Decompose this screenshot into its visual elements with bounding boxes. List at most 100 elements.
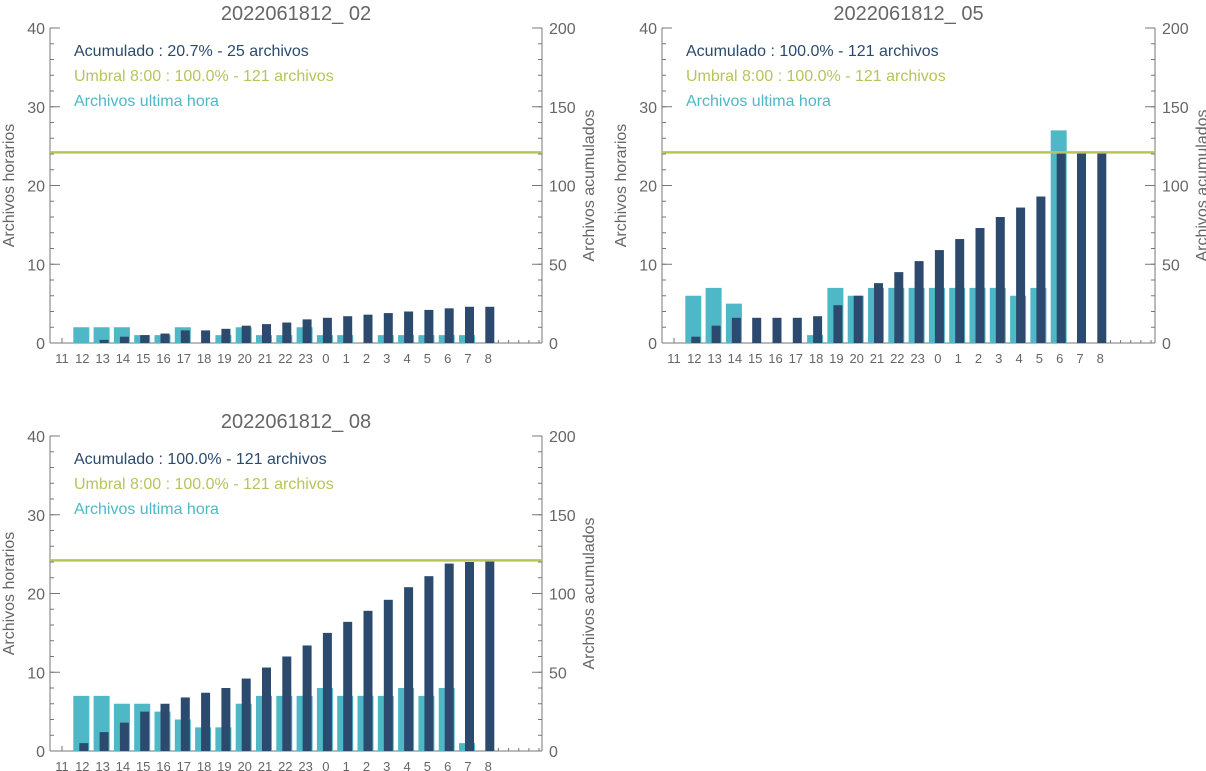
bar-cumulative-0 (322, 632, 332, 751)
x-tick-label: 13 (95, 351, 109, 366)
x-tick-label: 21 (870, 351, 884, 366)
x-tick-label: 12 (687, 351, 701, 366)
x-tick-label: 22 (278, 759, 292, 771)
x-tick-label: 1 (343, 759, 350, 771)
x-tick-label: 0 (322, 351, 329, 366)
x-tick-label: 17 (177, 351, 191, 366)
bar-cumulative-7 (465, 562, 474, 751)
bar-cumulative-21 (874, 283, 883, 343)
x-tick-label: 4 (403, 351, 410, 366)
x-tick-label: 11 (55, 351, 69, 366)
bar-cumulative-20 (241, 325, 251, 343)
y-tick-label-left: 0 (36, 336, 45, 353)
x-tick-label: 19 (217, 759, 231, 771)
legend-acumulado: Acumulado : 20.7% - 25 archivos (74, 43, 309, 60)
x-tick-label: 12 (75, 759, 89, 771)
bar-cumulative-15 (140, 335, 150, 343)
x-tick-label: 23 (298, 759, 312, 771)
bar-cumulative-2 (363, 610, 373, 751)
x-tick-label: 2 (363, 759, 370, 771)
bar-cumulative-4 (1016, 207, 1026, 343)
legend-umbral: Umbral 8:00 : 100.0% - 121 archivos (74, 476, 334, 493)
x-tick-label: 13 (707, 351, 721, 366)
bar-cumulative-14 (119, 336, 129, 343)
bar-cumulative-16 (772, 317, 782, 343)
y-tick-label-left: 0 (36, 744, 45, 761)
bar-cumulative-23 (914, 261, 924, 343)
bar-cumulative-6 (444, 308, 454, 343)
y-tick-label-right: 50 (1162, 257, 1180, 274)
bar-cumulative-3 (995, 217, 1005, 343)
x-tick-label: 2 (363, 351, 370, 366)
y-tick-label-right: 200 (549, 429, 576, 446)
x-tick-label: 15 (748, 351, 762, 366)
x-tick-label: 16 (156, 351, 170, 366)
x-tick-label: 18 (197, 351, 211, 366)
bar-cumulative-21 (262, 324, 271, 343)
y-tick-label-right: 200 (1162, 21, 1189, 38)
x-tick-label: 14 (728, 351, 742, 366)
bar-cumulative-12 (79, 743, 89, 751)
y-tick-label-left: 10 (639, 257, 657, 274)
bar-cumulative-22 (282, 656, 292, 751)
bar-cumulative-17 (792, 317, 802, 343)
y-tick-label-left: 20 (27, 179, 45, 196)
bar-cumulative-5 (424, 576, 434, 751)
chart-title: 2022061812_ 05 (833, 3, 983, 25)
bar-cumulative-16 (160, 703, 170, 751)
legend-acumulado: Acumulado : 100.0% - 121 archivos (74, 451, 327, 468)
y-axis-label-right: Archivos acumulados (581, 109, 598, 261)
bar-cumulative-12 (691, 336, 701, 343)
y-axis-label-left: Archivos horarios (1, 124, 18, 248)
x-tick-label: 15 (136, 351, 150, 366)
x-tick-label: 6 (444, 759, 451, 771)
x-tick-label: 0 (322, 759, 329, 771)
bar-cumulative-18 (813, 316, 823, 343)
bar-cumulative-20 (853, 295, 863, 343)
x-tick-label: 11 (55, 759, 69, 771)
y-tick-label-left: 20 (27, 587, 45, 604)
x-tick-label: 20 (237, 351, 251, 366)
bar-cumulative-2 (363, 314, 373, 343)
y-tick-label-left: 30 (27, 508, 45, 525)
x-tick-label: 1 (955, 351, 962, 366)
bar-cumulative-5 (424, 309, 434, 343)
x-tick-label: 2 (975, 351, 982, 366)
bar-cumulative-15 (140, 711, 150, 751)
x-tick-label: 17 (789, 351, 803, 366)
bar-cumulative-21 (262, 667, 271, 751)
y-tick-label-left: 40 (27, 21, 45, 38)
bar-cumulative-13 (711, 325, 721, 343)
y-axis-label-right: Archivos acumulados (581, 517, 598, 669)
x-tick-label: 8 (485, 759, 492, 771)
x-tick-label: 23 (910, 351, 924, 366)
legend-umbral: Umbral 8:00 : 100.0% - 121 archivos (686, 68, 946, 85)
y-tick-label-right: 100 (549, 587, 576, 604)
y-tick-label-right: 100 (1162, 179, 1189, 196)
chart-panel: 2022061812_ 02010203040050100150200Archi… (1, 3, 598, 366)
bar-cumulative-8 (485, 560, 495, 751)
legend-ultima-hora: Archivos ultima hora (74, 501, 219, 518)
x-tick-label: 19 (217, 351, 231, 366)
y-tick-label-left: 0 (648, 336, 657, 353)
y-tick-label-left: 20 (639, 179, 657, 196)
x-tick-label: 18 (809, 351, 823, 366)
y-tick-label-right: 150 (549, 100, 576, 117)
x-tick-label: 7 (464, 759, 471, 771)
y-tick-label-right: 100 (549, 179, 576, 196)
bar-cumulative-14 (731, 317, 741, 343)
legend-acumulado: Acumulado : 100.0% - 121 archivos (686, 43, 939, 60)
x-tick-label: 4 (403, 759, 410, 771)
chart-title: 2022061812_ 02 (221, 3, 371, 25)
x-tick-label: 5 (424, 351, 431, 366)
bar-cumulative-1 (343, 316, 353, 343)
x-tick-label: 13 (95, 759, 109, 771)
legend-umbral: Umbral 8:00 : 100.0% - 121 archivos (74, 68, 334, 85)
x-tick-label: 8 (485, 351, 492, 366)
bar-cumulative-16 (160, 333, 170, 343)
x-tick-label: 23 (298, 351, 312, 366)
x-tick-label: 22 (278, 351, 292, 366)
x-tick-label: 15 (136, 759, 150, 771)
bar-cumulative-3 (383, 599, 393, 751)
y-tick-label-right: 50 (549, 665, 567, 682)
